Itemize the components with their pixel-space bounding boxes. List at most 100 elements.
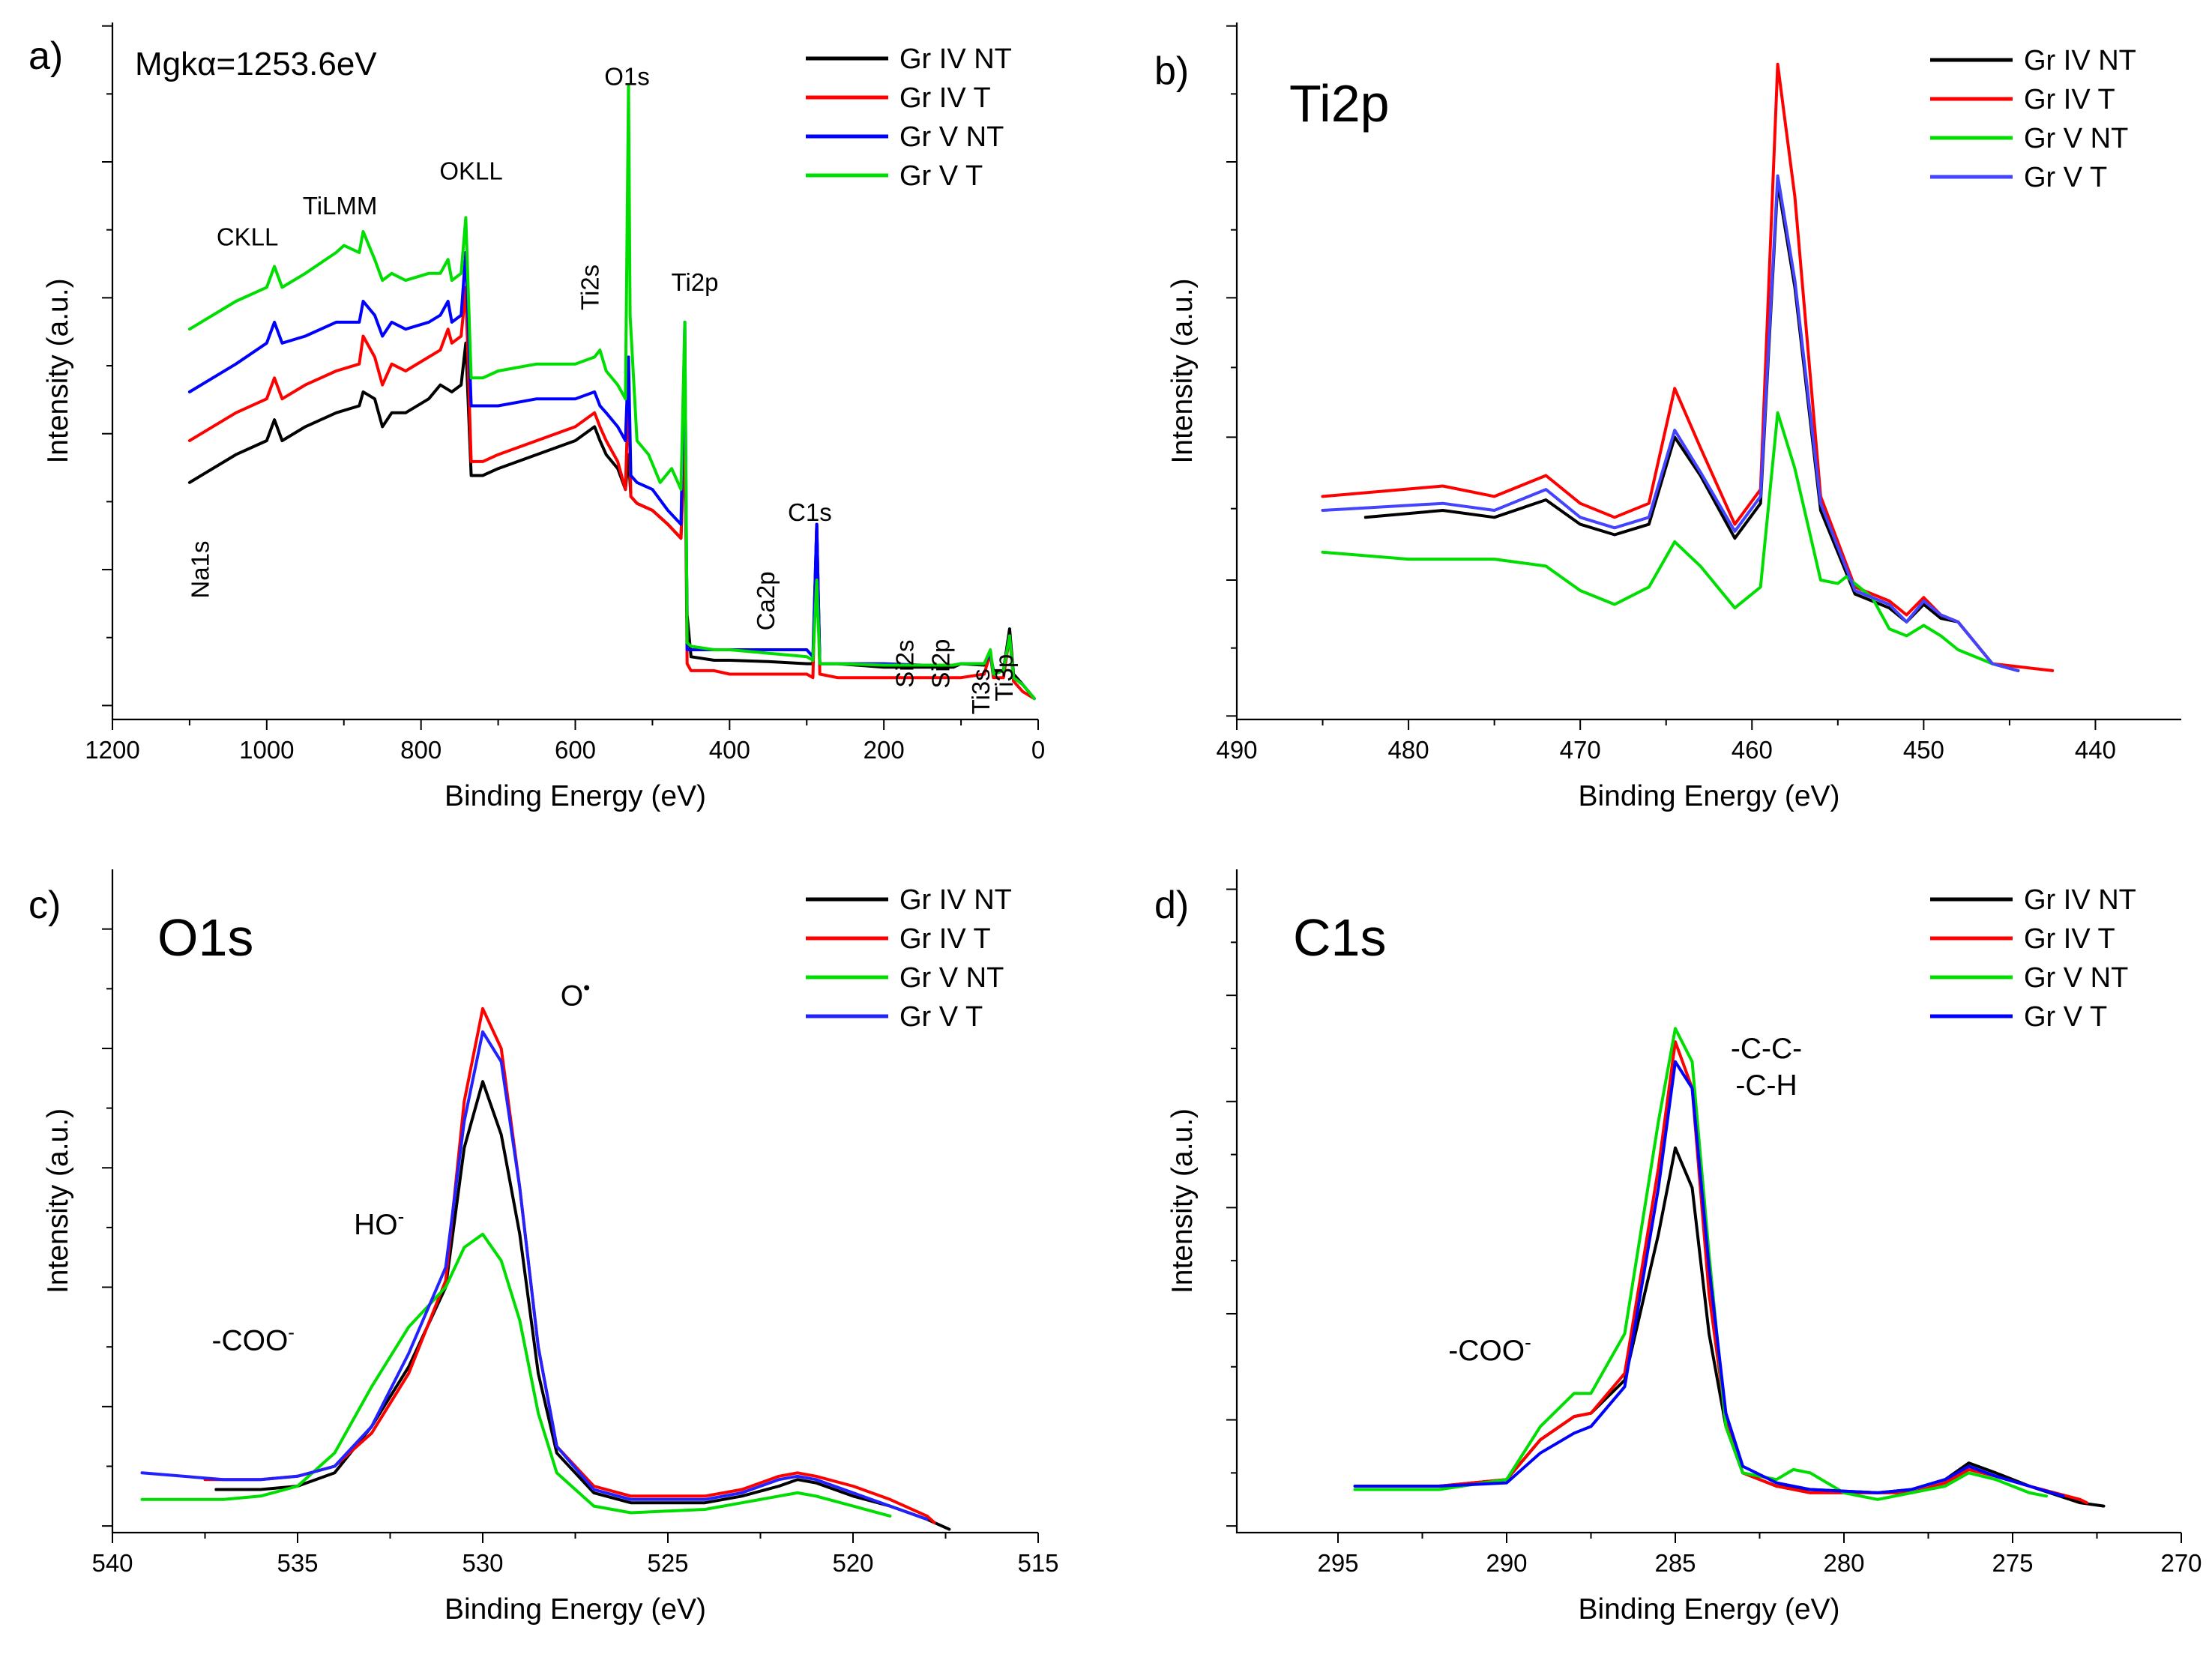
peak-label: Ti3s (967, 669, 995, 714)
peak-label: TiLMM (303, 192, 378, 220)
x-tick-label: 290 (1486, 1549, 1527, 1577)
panel-letter: a) (28, 34, 63, 78)
peak-label: O• (561, 976, 590, 1012)
peak-label: C1s (788, 498, 832, 526)
peak-label: -COO- (211, 1321, 295, 1357)
panel-a: 1200 1000 800 600 400 200 0 Binding Energy (eV)… (28, 22, 1045, 812)
legend-label: Gr V NT (2024, 962, 2128, 994)
y-axis-title: Intensity (a.u.) (42, 1108, 74, 1294)
legend-label: Gr V T (899, 160, 983, 192)
legend-label: Gr V NT (899, 962, 1004, 994)
peak-label: -C-H (1735, 1069, 1797, 1102)
x-tick-label: 535 (277, 1549, 318, 1577)
x-tick-label: 460 (1732, 736, 1773, 764)
peak-label: -C-C- (1731, 1033, 1802, 1065)
legend-label: Gr V NT (899, 121, 1004, 153)
panel-b: 490 480 470 460 450 440 Binding Energy (eV) Int… (1154, 22, 2181, 812)
series-gr-v-t (1321, 174, 2020, 672)
panel-letter: c) (28, 884, 61, 927)
x-tick-label: 0 (1031, 736, 1045, 764)
x-tick-label: 280 (1823, 1549, 1864, 1577)
x-tick-label: 480 (1388, 736, 1429, 764)
legend-label: Gr V T (2024, 1001, 2107, 1033)
legend-label: Gr IV NT (899, 884, 1012, 916)
x-tick-label: 525 (647, 1549, 688, 1577)
series-gr-v-nt (1353, 1027, 2048, 1501)
legend-label: Gr IV T (899, 923, 991, 955)
panel-title: Ti2p (1289, 74, 1390, 133)
legend: Gr IV NT Gr IV T Gr V NT Gr V T (1930, 45, 2136, 193)
peak-label: Ti2p (672, 268, 719, 296)
series-gr-v-t (1353, 1060, 2065, 1498)
legend-label: Gr IV T (2024, 923, 2115, 955)
x-axis-title: Binding Energy (eV) (1578, 1593, 1839, 1626)
x-tick-label: 470 (1560, 736, 1601, 764)
x-tick-label: 1000 (239, 736, 294, 764)
series-gr-iv-t (1321, 62, 2055, 672)
series-gr-v-t (140, 1030, 929, 1521)
peak-label-superscript: - (398, 1205, 405, 1228)
peak-label: Na1s (187, 541, 214, 599)
peak-label: -COO- (1448, 1331, 1531, 1367)
peak-label: HO- (354, 1205, 404, 1241)
panel-title: C1s (1293, 908, 1386, 967)
y-axis-title: Intensity (a.u.) (42, 278, 74, 463)
x-tick-label: 285 (1654, 1549, 1696, 1577)
x-tick-label: 530 (462, 1549, 503, 1577)
peak-label-superscript: - (1525, 1331, 1531, 1353)
peak-label-superscript: • (583, 976, 590, 998)
y-axis-title: Intensity (a.u.) (1166, 278, 1199, 463)
axis-frame (1235, 869, 2181, 1534)
legend-label: Gr V NT (2024, 123, 2128, 154)
panel-c: 540 535 530 525 520 515 Binding Energy (eV) Int… (28, 869, 1059, 1626)
x-tick-label: 540 (91, 1549, 133, 1577)
y-axis-title: Intensity (a.u.) (1166, 1108, 1199, 1294)
series-gr-iv-t (187, 286, 1036, 701)
series-gr-v-nt (1321, 411, 2020, 672)
x-tick-label: 1200 (85, 736, 139, 764)
x-tick-label: 450 (1903, 736, 1944, 764)
legend-label: Gr IV NT (2024, 45, 2136, 76)
series-gr-iv-t (1387, 1040, 2088, 1505)
x-tick-label: 600 (555, 736, 596, 764)
x-tick-label: 490 (1216, 736, 1257, 764)
panel-title: Mgkα=1253.6eV (135, 46, 377, 82)
series-gr-v-nt (187, 250, 1036, 701)
x-tick-label: 295 (1317, 1549, 1358, 1577)
peak-label: Ti3p (990, 654, 1018, 701)
legend-label: Gr V T (899, 1001, 983, 1033)
x-tick-label: 400 (709, 736, 750, 764)
x-tick-label: 520 (832, 1549, 873, 1577)
panel-letter: b) (1154, 49, 1189, 93)
legend: Gr IV NT Gr IV T Gr V NT Gr V T (806, 884, 1012, 1033)
x-axis-title: Binding Energy (eV) (444, 780, 706, 812)
legend-label: Gr IV NT (2024, 884, 2136, 916)
legend-label: Gr IV T (899, 82, 991, 114)
peak-label: Si2p (927, 639, 955, 689)
peak-label: OKLL (439, 157, 502, 184)
x-tick-label: 275 (1992, 1549, 2033, 1577)
series-gr-iv-t (203, 1006, 936, 1524)
x-tick-label: 800 (400, 736, 442, 764)
series-gr-v-nt (140, 1232, 892, 1518)
x-tick-label: 515 (1017, 1549, 1058, 1577)
panel-title: O1s (157, 908, 253, 967)
legend-label: Gr IV NT (899, 43, 1012, 75)
legend-label: Gr IV T (2024, 84, 2115, 115)
legend: Gr IV NT Gr IV T Gr V NT Gr V T (806, 43, 1012, 192)
x-axis-title: Binding Energy (eV) (1578, 780, 1839, 812)
x-tick-label: 200 (864, 736, 905, 764)
peak-label: Ti2s (576, 265, 603, 310)
panel-d: 295 290 285 280 275 270 Binding Energy (eV) Int… (1154, 869, 2202, 1626)
x-axis-title: Binding Energy (eV) (444, 1593, 706, 1626)
peak-label: CKLL (217, 223, 279, 251)
peak-label: Si2s (890, 639, 918, 687)
panel-letter: d) (1154, 884, 1189, 927)
peak-label: Ca2p (752, 571, 780, 630)
legend-label: Gr V T (2024, 162, 2107, 193)
x-tick-label: 270 (2160, 1549, 2202, 1577)
peak-label-superscript: - (288, 1321, 295, 1344)
x-tick-label: 440 (2075, 736, 2116, 764)
peak-label: O1s (604, 63, 650, 91)
